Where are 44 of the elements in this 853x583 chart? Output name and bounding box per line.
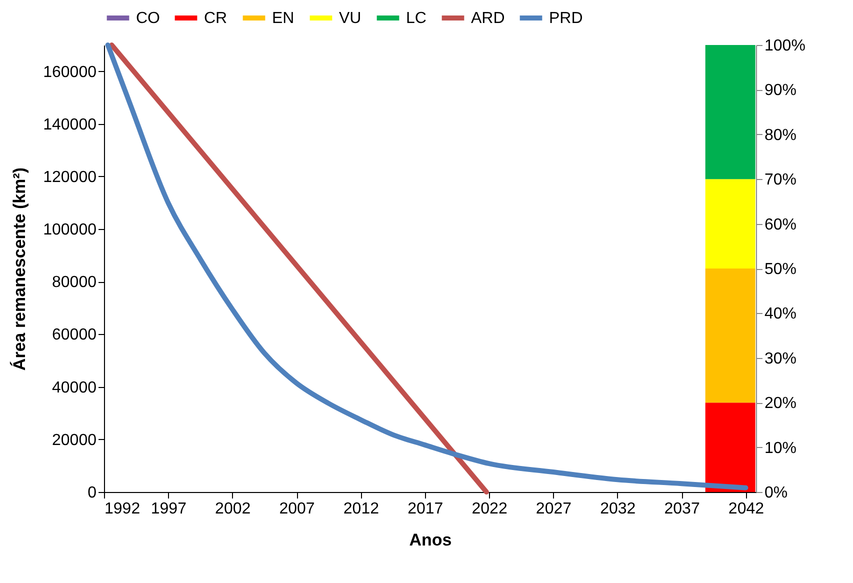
y-axis-title: Área remanescente (km²) <box>9 167 30 371</box>
y2-tick-label: 30% <box>764 350 797 368</box>
y-tick-label: 20000 <box>52 432 97 449</box>
x-tick-label: 2027 <box>536 500 572 518</box>
x-tick-label: 2007 <box>279 500 315 518</box>
y-tick-label: 140000 <box>43 116 97 134</box>
bar <box>705 179 756 268</box>
y-tick-label: 80000 <box>52 274 97 292</box>
y2-tick-label: 70% <box>764 172 797 189</box>
legend-label: EN <box>272 10 294 27</box>
y2-tick-label: 100% <box>764 38 806 54</box>
x-tick-label: 2022 <box>472 500 508 518</box>
y2-tick-label: 50% <box>764 261 797 278</box>
x-tick-label: 2002 <box>215 500 251 518</box>
bar <box>705 402 756 492</box>
legend-label: CR <box>204 10 228 27</box>
y2-tick-label: 0% <box>764 484 788 502</box>
x-tick-label: 1997 <box>150 500 187 518</box>
x-tick-label: 2037 <box>664 500 700 518</box>
y2-tick-label: 60% <box>764 216 797 234</box>
y2-tick-label: 40% <box>764 306 797 323</box>
x-tick-label: 2042 <box>728 500 764 518</box>
x-tick-label: 1992 <box>104 500 140 518</box>
y-tick-label: 100000 <box>43 222 97 239</box>
y-tick-label: 60000 <box>52 326 97 344</box>
y2-tick-label: 10% <box>764 440 797 457</box>
legend-label: CO <box>136 10 160 27</box>
legend-label: VU <box>339 10 362 27</box>
y-tick-label: 160000 <box>43 64 97 81</box>
y2-tick-label: 80% <box>764 126 797 144</box>
x-tick-label: 2017 <box>408 500 444 518</box>
legend-label: LC <box>406 10 426 27</box>
y-tick-label: 40000 <box>52 379 97 396</box>
x-tick-label: 2032 <box>600 500 636 518</box>
bar <box>705 268 756 403</box>
x-tick-label: 2012 <box>343 500 380 518</box>
y2-tick-label: 20% <box>764 395 797 412</box>
x-axis-title: Anos <box>409 530 452 550</box>
y-tick-label: 0 <box>88 484 97 502</box>
bar <box>705 45 756 180</box>
y-tick-label: 120000 <box>43 168 97 186</box>
legend-label: ARD <box>471 10 505 27</box>
y2-tick-label: 90% <box>764 82 797 100</box>
legend-label: PRD <box>549 10 583 27</box>
